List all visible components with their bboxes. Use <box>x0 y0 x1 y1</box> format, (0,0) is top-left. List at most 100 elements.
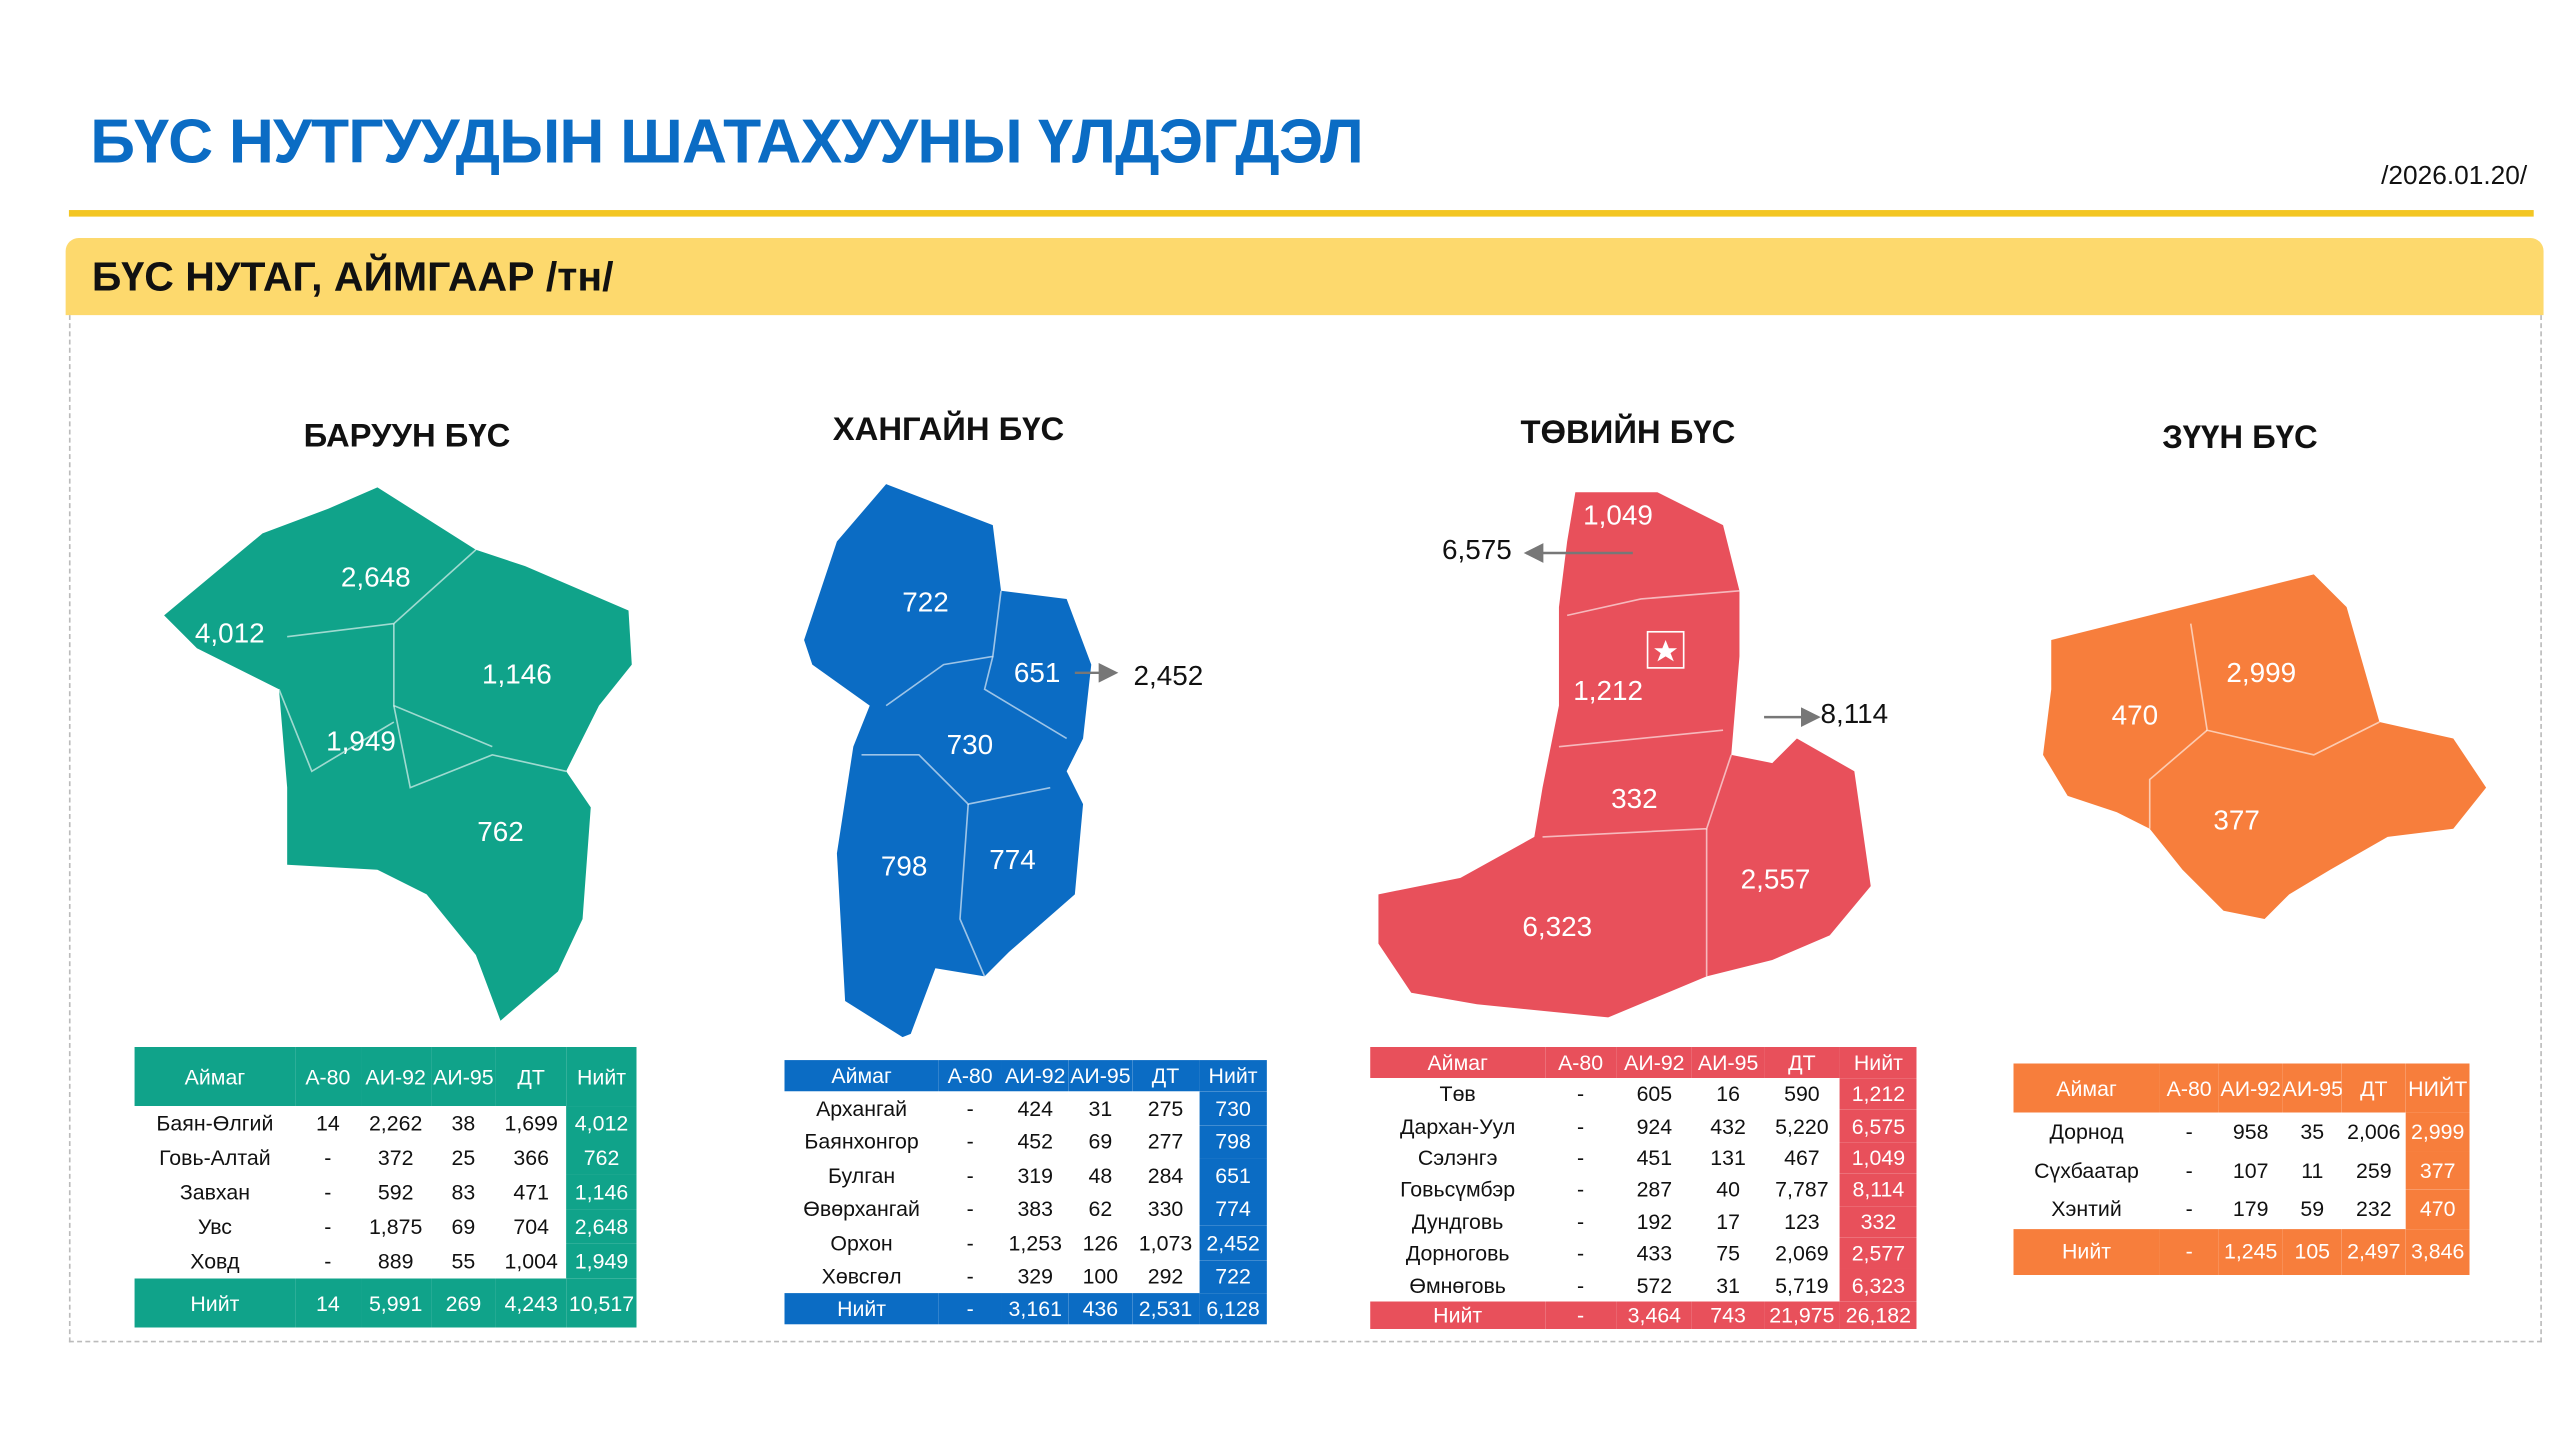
data-cell: 1,253 <box>1001 1225 1070 1260</box>
date: /2026.01.20/ <box>2381 162 2528 191</box>
header-cell: Нийт <box>1840 1046 1917 1079</box>
map-value: 774 <box>989 844 1036 875</box>
data-cell: 8,114 <box>1840 1173 1917 1206</box>
data-cell: - <box>938 1225 1002 1260</box>
total-cell: Нийт <box>2013 1228 2160 1275</box>
header-row: Аймаг А-80 АИ-92 АИ-95 ДТ Нийт <box>1370 1046 1917 1079</box>
data-row: Дорноговь -433 75 2,069 2,577 <box>1370 1237 1917 1270</box>
data-cell: 232 <box>2341 1189 2406 1229</box>
callout-value: 6,575 <box>1442 534 1512 565</box>
data-cell: 14 <box>295 1106 361 1141</box>
data-cell: 471 <box>496 1174 567 1210</box>
total-cell: 105 <box>2282 1228 2342 1275</box>
map-value: 470 <box>2112 699 2159 730</box>
total-row: Нийт -1,245 105 2,497 3,846 <box>2013 1228 2470 1275</box>
data-row: Увс -1,875 69 704 2,648 <box>134 1209 637 1244</box>
province-border <box>959 804 986 977</box>
total-cell: 3,846 <box>2405 1228 2470 1275</box>
data-cell: 2,577 <box>1840 1237 1917 1270</box>
total-cell: 21,975 <box>1763 1300 1841 1329</box>
data-row: Хэнтий -179 59 232 470 <box>2013 1189 2470 1229</box>
region-map <box>1378 492 1871 1018</box>
data-cell: Булган <box>784 1158 939 1193</box>
data-cell: 762 <box>566 1140 637 1175</box>
map-value: 2,557 <box>1741 864 1811 895</box>
data-cell: Орхон <box>784 1225 939 1260</box>
section-band <box>65 237 2544 316</box>
data-cell: Баянхонгор <box>784 1124 939 1159</box>
total-cell: Нийт <box>784 1293 939 1325</box>
map-value: 730 <box>947 729 994 760</box>
total-row: Нийт -3,161 436 2,531 6,128 <box>784 1293 1267 1325</box>
data-cell: 6,575 <box>1840 1109 1917 1142</box>
total-cell: 6,128 <box>1199 1293 1267 1325</box>
data-cell: 470 <box>2405 1189 2470 1229</box>
data-row: Архангай -424 31 275 730 <box>784 1091 1267 1125</box>
header-cell: АИ-92 <box>2218 1063 2283 1113</box>
total-cell: Нийт <box>1370 1300 1546 1329</box>
header-cell: АИ-92 <box>360 1046 431 1107</box>
total-cell: 10,517 <box>566 1278 637 1328</box>
province-table: Аймаг А-80 АИ-92 АИ-95 ДТ НИЙТ Дорнод -958 35 2,0… <box>2013 1063 2470 1275</box>
data-cell: 4,012 <box>566 1106 637 1141</box>
map-value: 1,949 <box>326 726 396 757</box>
data-cell: 69 <box>430 1209 497 1244</box>
header-cell: Аймаг <box>134 1046 296 1107</box>
data-cell: 69 <box>1069 1124 1132 1159</box>
data-cell: 40 <box>1692 1173 1764 1206</box>
total-cell: - <box>1545 1300 1617 1329</box>
data-cell: 16 <box>1692 1078 1764 1110</box>
data-cell: 287 <box>1616 1173 1693 1206</box>
header-cell: АИ-95 <box>1069 1060 1132 1092</box>
data-row: Өвөрхангай -383 62 330 774 <box>784 1192 1267 1226</box>
data-cell: 704 <box>496 1209 567 1244</box>
data-cell: 433 <box>1616 1237 1693 1270</box>
total-cell: 436 <box>1069 1293 1132 1325</box>
province-border <box>2189 623 2380 756</box>
province-border <box>2148 729 2208 829</box>
data-row: Баян-Өлгий 14 2,262 38 1,699 4,012 <box>134 1106 637 1141</box>
data-cell: 1,699 <box>496 1106 567 1141</box>
data-cell: - <box>1545 1109 1617 1142</box>
header-cell: АИ-92 <box>1001 1060 1070 1092</box>
total-cell: 26,182 <box>1840 1300 1917 1329</box>
province-border <box>983 656 1068 740</box>
map-value: 1,049 <box>1583 499 1653 530</box>
data-cell: 5,220 <box>1763 1109 1841 1142</box>
data-cell: 25 <box>430 1140 497 1175</box>
header-cell: АИ-95 <box>2282 1063 2342 1113</box>
map-value: 798 <box>881 850 928 881</box>
data-cell: 2,262 <box>360 1106 431 1141</box>
data-cell: - <box>295 1140 361 1175</box>
data-row: Хөвсгөл -329 100 292 722 <box>784 1259 1267 1294</box>
capital-star <box>1654 639 1678 662</box>
data-cell: 259 <box>2341 1151 2406 1190</box>
data-cell: 38 <box>430 1106 497 1141</box>
province-border <box>393 705 567 789</box>
data-row: Баянхонгор -452 69 277 798 <box>784 1124 1267 1159</box>
header-cell: А-80 <box>2159 1063 2219 1113</box>
region-map <box>164 487 632 1021</box>
data-cell: 1,049 <box>1840 1141 1917 1174</box>
data-cell: - <box>2159 1151 2219 1190</box>
data-cell: 366 <box>496 1140 567 1175</box>
data-cell: 451 <box>1616 1141 1693 1174</box>
data-cell: 798 <box>1199 1124 1267 1159</box>
total-row: Нийт -3,464 743 21,975 26,182 <box>1370 1300 1917 1329</box>
header-cell: Аймаг <box>784 1060 939 1092</box>
data-cell: 572 <box>1616 1269 1693 1301</box>
total-cell: - <box>2159 1228 2219 1275</box>
data-cell: Төв <box>1370 1078 1546 1110</box>
data-cell: 75 <box>1692 1237 1764 1270</box>
data-cell: 730 <box>1199 1091 1267 1125</box>
data-cell: 292 <box>1131 1259 1200 1294</box>
province-border <box>861 754 1051 805</box>
data-cell: - <box>1545 1237 1617 1270</box>
data-cell: - <box>1545 1141 1617 1174</box>
map-value: 332 <box>1611 783 1658 814</box>
data-cell: 452 <box>1001 1124 1070 1159</box>
data-cell: 2,648 <box>566 1209 637 1244</box>
region-name: ТӨВИЙН БҮС <box>1520 415 1736 452</box>
map-value: 762 <box>477 816 524 847</box>
